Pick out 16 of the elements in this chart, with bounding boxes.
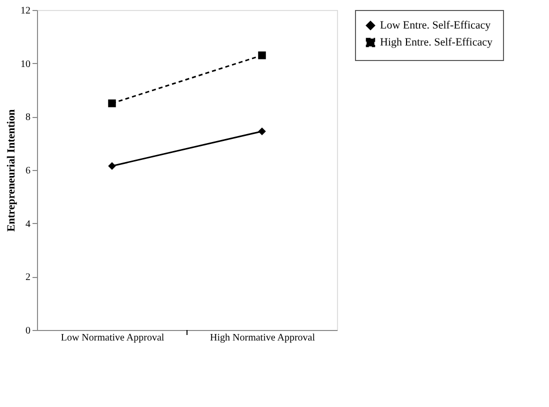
point <box>258 51 266 60</box>
point <box>258 127 266 136</box>
y-tick-label: 0 <box>26 326 30 336</box>
y-tick-label: 12 <box>20 6 30 16</box>
x-tick-label: High Normative Approval <box>210 332 316 344</box>
y-tick-label: 6 <box>26 166 30 176</box>
point <box>108 162 116 170</box>
point <box>108 99 116 108</box>
x-tick-label: Low Normative Approval <box>60 332 164 344</box>
y-tick-label: 4 <box>26 218 30 230</box>
legend-label: Low Entre. Self-Efficacy <box>380 20 492 32</box>
y-axis-title: Entrepreneurial Intention <box>6 109 18 232</box>
y-tick-label: 2 <box>26 272 30 284</box>
legend-label: High Entre. Self-Efficacy <box>380 36 494 48</box>
y-tick-label: 10 <box>20 58 30 70</box>
y-tick-label: 8 <box>26 112 30 124</box>
